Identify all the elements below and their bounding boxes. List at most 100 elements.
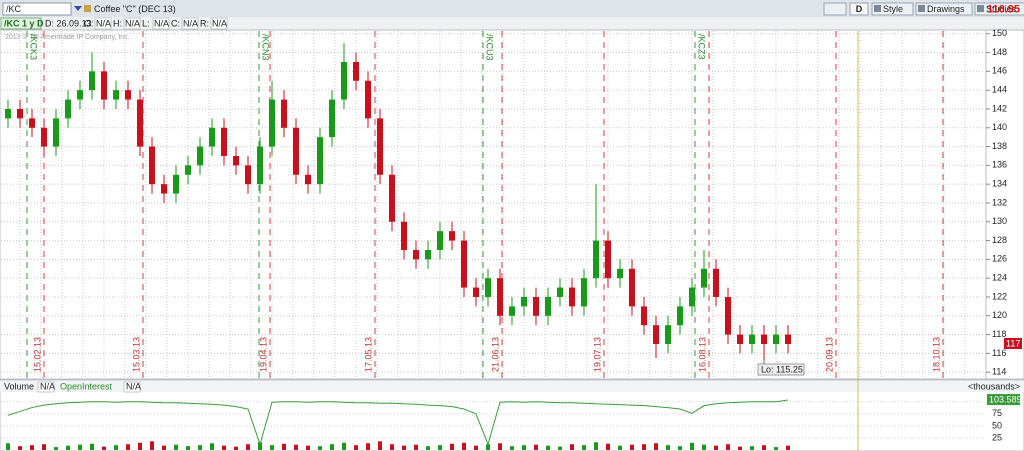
volume-bar <box>162 445 166 450</box>
volume-bar <box>210 443 214 450</box>
volume-bar <box>654 443 658 450</box>
field-value: N/A <box>154 18 169 28</box>
expiry-label: 18.10.13 <box>931 337 941 372</box>
button-label: Drawings <box>927 4 965 14</box>
candle-body <box>5 108 11 119</box>
volume-bar <box>54 447 58 450</box>
volume-bar <box>534 444 538 450</box>
candle-body <box>125 90 131 100</box>
candle-body <box>209 127 215 147</box>
candle-body <box>749 334 755 344</box>
candle-body <box>341 61 347 100</box>
candle-body <box>593 240 599 279</box>
candle-body <box>605 240 611 279</box>
y-tick-label: 116 <box>992 348 1006 358</box>
button-icon <box>874 5 881 12</box>
field-box <box>152 17 170 30</box>
y-tick-label: 148 <box>992 47 1007 57</box>
candle-body <box>89 71 95 91</box>
symbol: /KC <box>6 4 22 14</box>
y-tick-label: 120 <box>992 310 1007 320</box>
volume-bar <box>618 445 622 450</box>
y-tick-label: 134 <box>992 179 1007 189</box>
candle-body <box>761 334 767 344</box>
volume-bar <box>462 442 466 450</box>
candle-body <box>77 90 83 100</box>
y-tick-label: 75 <box>992 408 1002 418</box>
period-button[interactable] <box>849 2 869 16</box>
toolbar-button[interactable] <box>871 2 914 16</box>
symbol-box[interactable] <box>2 2 72 16</box>
candle-body <box>689 287 695 307</box>
tool-button[interactable] <box>823 2 847 16</box>
volume-bar <box>606 443 610 450</box>
volume-bar <box>30 445 34 450</box>
candle-body <box>137 99 143 147</box>
header-bar <box>0 17 1024 30</box>
dropdown-icon[interactable] <box>74 6 82 11</box>
volume-bar <box>138 442 142 450</box>
volume-bar <box>282 443 286 450</box>
volume-bar <box>402 445 406 450</box>
volume-bar <box>786 445 790 450</box>
volume-bar <box>366 443 370 450</box>
candle-body <box>485 278 491 297</box>
candle-body <box>497 278 503 316</box>
volume-bar <box>522 445 526 450</box>
volume-bar <box>498 443 502 450</box>
toolbar-button[interactable] <box>974 2 1024 16</box>
candle-body <box>113 90 119 100</box>
candle-body <box>293 127 299 175</box>
volume-bar <box>234 446 238 450</box>
volume-bar <box>750 446 754 450</box>
candle-body <box>377 118 383 175</box>
volume-bar <box>66 445 70 450</box>
study-name: Volume <box>4 381 34 391</box>
annotation: Lo: 115.25 <box>761 364 803 374</box>
volume-bar <box>102 446 106 450</box>
volume-bar <box>510 446 514 450</box>
volume-bar <box>378 441 382 450</box>
candle-body <box>17 108 23 119</box>
candle-body <box>281 99 287 128</box>
volume-bar <box>678 446 682 450</box>
candle-body <box>545 296 551 316</box>
candle-body <box>365 80 371 119</box>
volume-bar <box>330 444 334 450</box>
last-price-box <box>1004 337 1022 349</box>
volume-bar <box>342 442 346 450</box>
field-label: H: <box>113 18 122 28</box>
readout-box <box>123 381 141 393</box>
candle-body <box>233 155 239 166</box>
date-label: D: 26.09.13 <box>45 18 92 28</box>
field-value: N/A <box>183 18 198 28</box>
candle-body <box>617 268 623 279</box>
y-tick-label: 128 <box>992 235 1007 245</box>
volume-bar <box>222 445 226 450</box>
candle-body <box>665 325 671 344</box>
toolbar-button[interactable] <box>915 2 973 16</box>
volume-bar <box>186 446 190 450</box>
field-label: O: <box>84 18 94 28</box>
oi-last-box <box>987 394 1020 406</box>
candle-body <box>425 249 431 260</box>
volume-bar <box>474 445 478 450</box>
field-box <box>181 17 199 30</box>
y-tick-label: 146 <box>992 66 1007 76</box>
volume-bar <box>642 444 646 450</box>
volume-bar <box>558 446 562 450</box>
volume-bar <box>258 442 262 450</box>
candle-body <box>101 71 107 100</box>
volume-bar <box>390 444 394 450</box>
y-tick-label: 138 <box>992 141 1007 151</box>
field-value: N/A <box>125 18 140 28</box>
button-icon <box>918 5 925 12</box>
y-tick-label: 118 <box>992 329 1006 339</box>
last-price: 116.95 <box>987 3 1020 15</box>
candle-body <box>473 287 479 297</box>
expiry-label: 19.07.13 <box>592 337 602 372</box>
candle-body <box>401 221 407 250</box>
symbol-icon <box>84 5 91 12</box>
volume-bar <box>18 446 22 450</box>
